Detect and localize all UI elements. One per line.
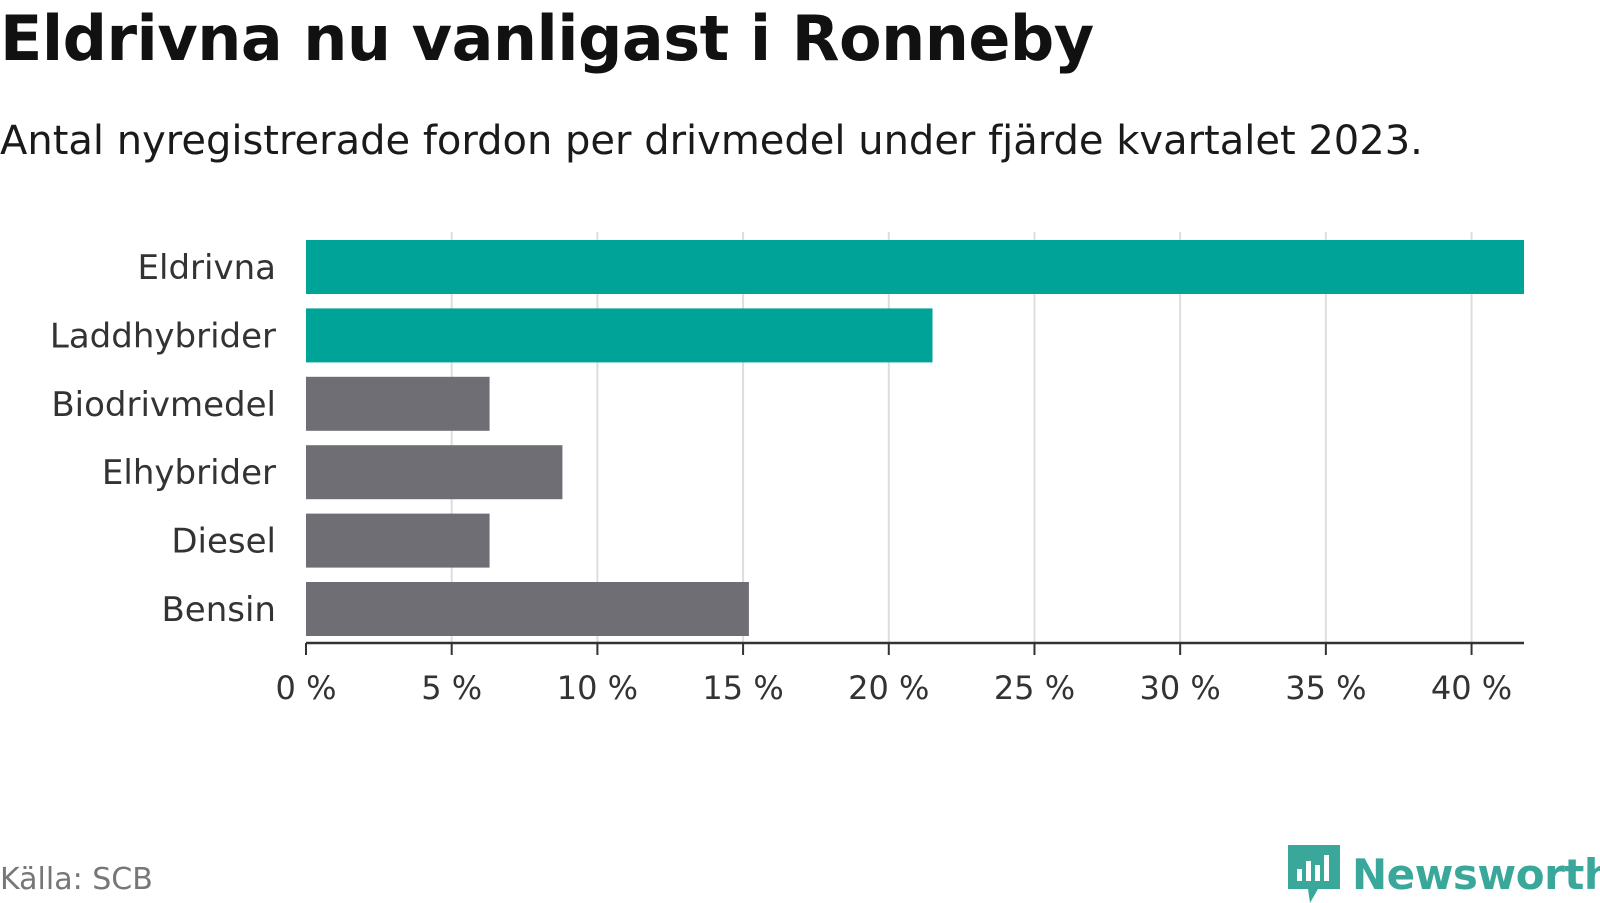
newsworthy-logo: Newsworthy (1288, 845, 1600, 903)
bar-laddhybrider (306, 308, 933, 363)
x-tick-label: 5 % (421, 669, 482, 707)
bars (306, 240, 1524, 636)
bar-diesel (306, 513, 490, 568)
x-tick-label: 15 % (702, 669, 783, 707)
chart-subtitle: Antal nyregistrerade fordon per drivmede… (0, 118, 1423, 164)
x-axis: 0 % 5 % 10 % 15 % 20 % 25 % 30 % 35 % 40 % (276, 641, 1524, 707)
category-label: Laddhybrider (50, 316, 276, 356)
x-tick-label: 20 % (848, 669, 929, 707)
newsworthy-icon (1288, 845, 1340, 903)
category-label: Diesel (171, 522, 276, 562)
x-tick-label: 25 % (994, 669, 1075, 707)
category-labels: Eldrivna Laddhybrider Biodrivmedel Elhybrid… (50, 248, 276, 630)
bar-chart: Eldrivna Laddhybrider Biodrivmedel Elhybrid… (50, 232, 1524, 707)
x-tick-label: 0 % (276, 669, 337, 707)
category-label: Elhybrider (102, 453, 276, 493)
bar-eldrivna (306, 240, 1524, 294)
category-label: Biodrivmedel (51, 385, 276, 425)
x-tick-label: 35 % (1285, 669, 1366, 707)
bar-biodrivmedel (306, 376, 490, 431)
bar-bensin (306, 582, 749, 636)
x-tick-label: 10 % (557, 669, 638, 707)
category-label: Bensin (161, 590, 276, 630)
chart-title: Eldrivna nu vanligast i Ronneby (0, 2, 1094, 75)
gridlines (450, 232, 1473, 643)
x-tick-label: 30 % (1140, 669, 1221, 707)
source-note: Källa: SCB (0, 862, 153, 897)
category-label: Eldrivna (138, 248, 276, 288)
x-tick-label: 40 % (1431, 669, 1512, 707)
bar-elhybrider (306, 445, 563, 500)
brand-name: Newsworthy (1352, 849, 1600, 899)
